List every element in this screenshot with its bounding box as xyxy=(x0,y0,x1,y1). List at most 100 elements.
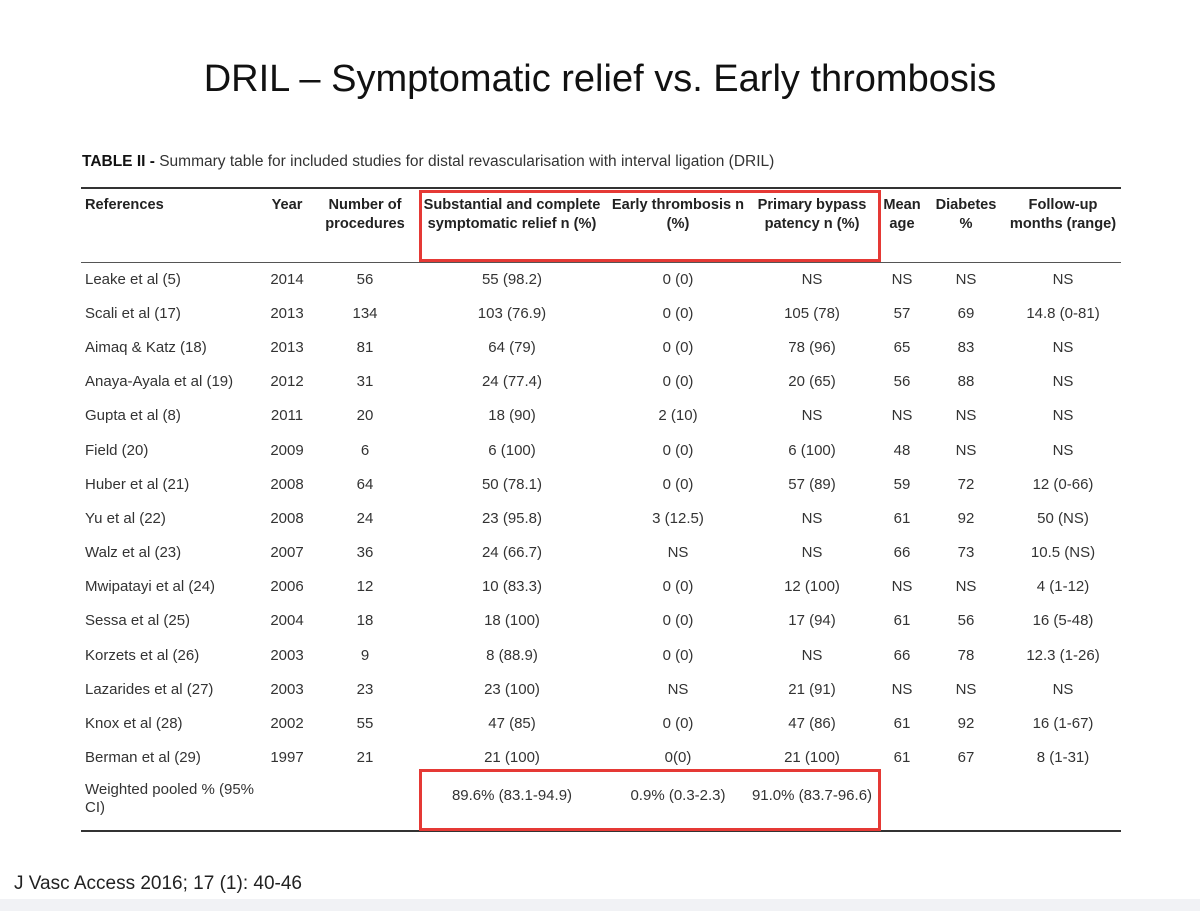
cell-relief: 64 (79) xyxy=(488,338,536,356)
cell-procedures: 12 xyxy=(356,578,374,596)
cell-thrombosis: 0 (0) xyxy=(662,612,694,630)
cell-year: 2011 xyxy=(270,407,304,425)
cell-age: 56 xyxy=(893,373,911,391)
cell-ref: Knox et al (28) xyxy=(85,715,183,733)
cell-patency: NS xyxy=(801,270,823,288)
table-row: Aimaq & Katz (18) 2013 81 64 (79) 0 (0) 78 (9… xyxy=(81,330,1121,364)
bottom-bar xyxy=(0,899,1200,911)
cell-diabetes: NS xyxy=(955,441,977,459)
pooled-label: Weighted pooled % (95% CI) xyxy=(85,780,254,816)
table-header-row: References Year Number of procedures Sub… xyxy=(81,190,1121,262)
cell-followup: 10.5 (NS) xyxy=(1030,544,1096,562)
cell-year: 2009 xyxy=(270,441,304,459)
cell-age: 61 xyxy=(893,612,911,630)
table-caption: TABLE II - Summary table for included st… xyxy=(82,153,1122,171)
cell-followup: NS xyxy=(1052,441,1074,459)
cell-age: 66 xyxy=(893,544,911,562)
cell-age: NS xyxy=(891,578,913,596)
cell-diabetes: 69 xyxy=(957,304,975,322)
cell-patency: NS xyxy=(801,407,823,425)
cell-thrombosis: 0 (0) xyxy=(662,715,694,733)
studies-table: References Year Number of procedures Sub… xyxy=(81,190,1121,845)
cell-year: 1997 xyxy=(270,749,304,767)
cell-procedures: 20 xyxy=(356,407,374,425)
cell-ref: Scali et al (17) xyxy=(85,304,181,322)
cell-thrombosis: NS xyxy=(667,680,689,698)
cell-followup: NS xyxy=(1052,407,1074,425)
cell-age: 61 xyxy=(893,715,911,733)
cell-patency: 6 (100) xyxy=(788,441,836,459)
cell-thrombosis: 0 (0) xyxy=(662,373,694,391)
cell-relief: 55 (98.2) xyxy=(481,270,543,288)
cell-year: 2008 xyxy=(270,509,304,527)
table-row: Mwipatayi et al (24) 2006 12 10 (83.3) 0 (0)… xyxy=(81,570,1121,604)
table-row: Walz et al (23) 2007 36 24 (66.7) NS NS 66 73 10… xyxy=(81,536,1121,570)
pooled-empty-procedures xyxy=(315,775,415,845)
cell-procedures: 24 xyxy=(356,509,374,527)
cell-patency: 21 (91) xyxy=(788,680,836,698)
cell-patency: 57 (89) xyxy=(788,475,836,493)
cell-patency: 12 (100) xyxy=(784,578,840,596)
citation: J Vasc Access 2016; 17 (1): 40-46 xyxy=(14,873,302,894)
header-thrombosis: Early thrombosis n (%) xyxy=(611,197,745,232)
cell-procedures: 18 xyxy=(356,612,374,630)
cell-thrombosis: 0 (0) xyxy=(662,270,694,288)
table-row: Lazarides et al (27) 2003 23 23 (100) NS 21 (… xyxy=(81,672,1121,706)
cell-age: 57 xyxy=(893,304,911,322)
cell-procedures: 134 xyxy=(352,304,378,322)
table-row: Gupta et al (8) 2011 20 18 (90) 2 (10) NS NS NS… xyxy=(81,399,1121,433)
cell-thrombosis: 3 (12.5) xyxy=(652,509,704,527)
table-top-rule xyxy=(81,187,1121,189)
cell-ref: Sessa et al (25) xyxy=(85,612,191,630)
cell-diabetes: 92 xyxy=(957,715,975,733)
cell-age: NS xyxy=(891,270,913,288)
cell-year: 2006 xyxy=(270,578,304,596)
cell-year: 2007 xyxy=(270,544,304,562)
cell-procedures: 56 xyxy=(356,270,374,288)
table-caption-text: Summary table for included studies for d… xyxy=(154,153,775,170)
cell-followup: 8 (1-31) xyxy=(1036,749,1090,767)
header-references: References xyxy=(85,197,164,213)
cell-thrombosis: 0 (0) xyxy=(662,338,694,356)
cell-followup: 12 (0-66) xyxy=(1032,475,1094,493)
cell-relief: 10 (83.3) xyxy=(481,578,543,596)
cell-relief: 8 (88.9) xyxy=(486,646,538,664)
cell-relief: 23 (100) xyxy=(484,680,540,698)
pooled-empty-age xyxy=(877,775,927,845)
cell-year: 2003 xyxy=(270,680,304,698)
cell-followup: NS xyxy=(1052,270,1074,288)
cell-age: NS xyxy=(891,407,913,425)
cell-procedures: 9 xyxy=(360,646,370,664)
cell-followup: 16 (1-67) xyxy=(1032,715,1094,733)
cell-procedures: 31 xyxy=(356,373,374,391)
cell-patency: 78 (96) xyxy=(788,338,836,356)
cell-relief: 23 (95.8) xyxy=(481,509,543,527)
cell-thrombosis: 0 (0) xyxy=(662,441,694,459)
cell-relief: 6 (100) xyxy=(488,441,536,459)
cell-age: 66 xyxy=(893,646,911,664)
cell-age: 48 xyxy=(893,441,911,459)
cell-diabetes: NS xyxy=(955,407,977,425)
table-caption-label: TABLE II - xyxy=(82,153,155,170)
pooled-empty-year xyxy=(259,775,315,845)
cell-thrombosis: 0(0) xyxy=(664,749,692,767)
cell-followup: NS xyxy=(1052,338,1074,356)
cell-patency: 47 (86) xyxy=(788,715,836,733)
cell-patency: 105 (78) xyxy=(784,304,840,322)
cell-year: 2012 xyxy=(270,373,304,391)
cell-ref: Korzets et al (26) xyxy=(85,646,200,664)
cell-relief: 103 (76.9) xyxy=(477,304,547,322)
cell-followup: 14.8 (0-81) xyxy=(1026,304,1100,322)
header-followup: Follow-up months (range) xyxy=(1009,197,1117,232)
cell-relief: 24 (77.4) xyxy=(481,373,543,391)
cell-ref: Gupta et al (8) xyxy=(85,407,181,425)
table-row: Leake et al (5) 2014 56 55 (98.2) 0 (0) NS NS N… xyxy=(81,262,1121,296)
cell-year: 2003 xyxy=(270,646,304,664)
table-row: Korzets et al (26) 2003 9 8 (88.9) 0 (0) NS 66… xyxy=(81,638,1121,672)
cell-diabetes: 88 xyxy=(957,373,975,391)
pooled-thrombosis: 0.9% (0.3-2.3) xyxy=(630,786,726,804)
header-diabetes: Diabetes % xyxy=(935,197,997,232)
cell-patency: 21 (100) xyxy=(784,749,840,767)
pooled-patency: 91.0% (83.7-96.6) xyxy=(751,786,873,804)
cell-ref: Huber et al (21) xyxy=(85,475,190,493)
